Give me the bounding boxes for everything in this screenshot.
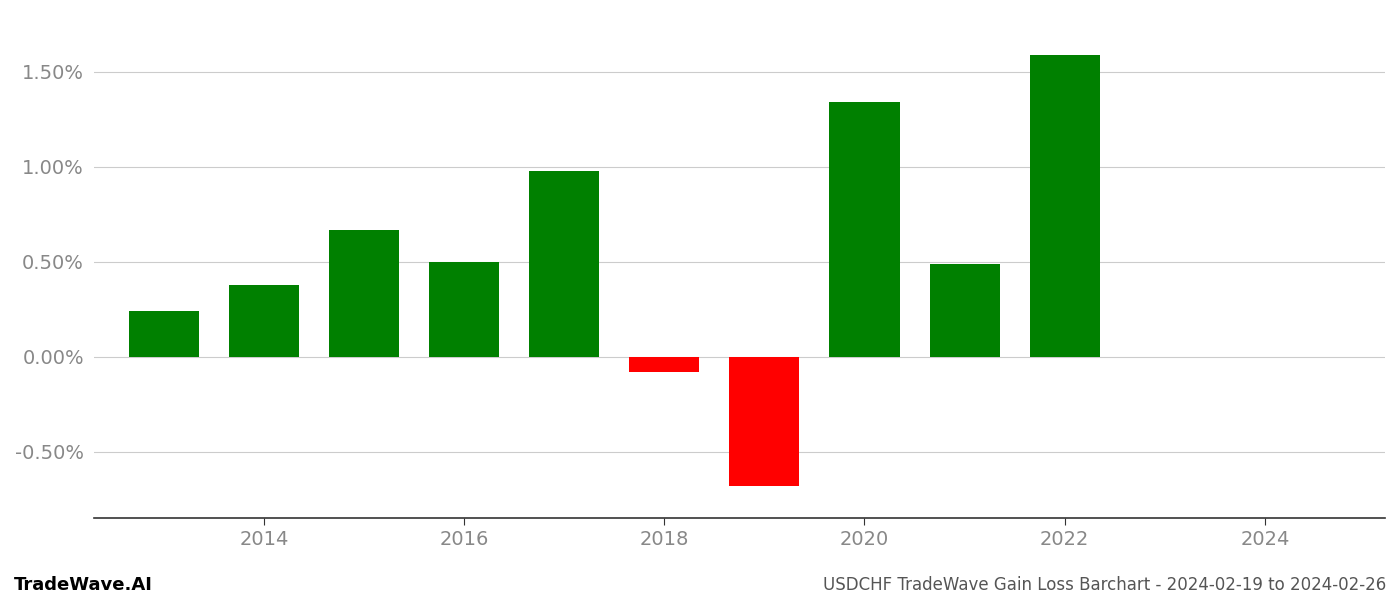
Bar [930, 264, 1000, 357]
Bar [729, 357, 799, 486]
Bar [129, 311, 199, 357]
Bar [629, 357, 700, 372]
Bar [329, 230, 399, 357]
Text: USDCHF TradeWave Gain Loss Barchart - 2024-02-19 to 2024-02-26: USDCHF TradeWave Gain Loss Barchart - 20… [823, 576, 1386, 594]
Bar [1029, 55, 1100, 357]
Bar [829, 103, 900, 357]
Bar [228, 284, 300, 357]
Bar [529, 171, 599, 357]
Bar [428, 262, 500, 357]
Text: TradeWave.AI: TradeWave.AI [14, 576, 153, 594]
